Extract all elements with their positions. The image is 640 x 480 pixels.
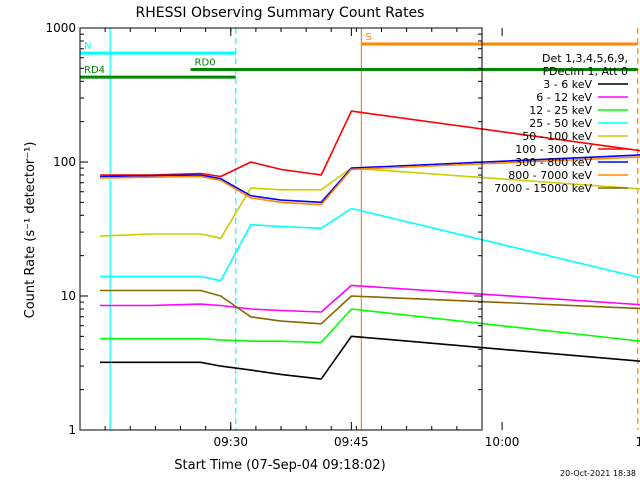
series-line-0 [100, 335, 640, 380]
legend-label-8: 7000 - 15000 keV [494, 182, 592, 195]
flag-label-s: S [365, 32, 371, 43]
flag-bars: NSFRD0RD4 [80, 32, 638, 79]
x-axis-label: Start Time (07-Sep-04 09:18:02) [174, 458, 385, 473]
series-line-1 [100, 284, 640, 313]
legend-label-6: 300 - 800 keV [515, 156, 592, 169]
legend: Det 1,3,4,5,6,9,FDecim 1, Att 03 - 6 keV… [494, 52, 628, 195]
series-line-2 [100, 308, 640, 344]
legend-label-5: 100 - 300 keV [515, 143, 592, 156]
legend-header-0: Det 1,3,4,5,6,9, [542, 52, 628, 65]
series-line-6 [100, 154, 640, 204]
legend-label-7: 800 - 7000 keV [508, 169, 592, 182]
generated-date: 20-Oct-2021 18:38 [560, 469, 636, 478]
y-axis-label: Count Rate (s⁻¹ detector⁻¹) [23, 142, 38, 319]
y-tick-label-3: 1000 [45, 21, 76, 35]
series-line-8 [100, 289, 640, 325]
flag-label-rd0: RD0 [195, 58, 216, 69]
legend-label-3: 25 - 50 keV [529, 117, 592, 130]
series-line-4 [100, 167, 640, 239]
legend-label-2: 12 - 25 keV [529, 104, 592, 117]
series-line-3 [100, 207, 640, 282]
chart-title: RHESSI Observing Summary Count Rates [136, 5, 425, 21]
flag-label-rd4: RD4 [84, 65, 105, 76]
legend-label-4: 50 - 100 keV [522, 130, 592, 143]
x-tick-label-3: 10:15 [636, 435, 640, 449]
flag-label-n: N [84, 41, 91, 52]
y-tick-label-2: 100 [53, 155, 76, 169]
legend-label-0: 3 - 6 keV [543, 78, 592, 91]
x-tick-label-1: 09:45 [334, 435, 369, 449]
x-tick-label-0: 09:30 [213, 435, 248, 449]
x-tick-label-2: 10:00 [485, 435, 520, 449]
y-tick-label-0: 1 [68, 423, 76, 437]
series-lines [100, 110, 640, 380]
plot-frame [79, 27, 483, 431]
legend-label-1: 6 - 12 keV [536, 91, 592, 104]
series-line-5 [100, 110, 640, 178]
y-tick-label-1: 10 [61, 289, 76, 303]
series-line-7 [100, 156, 640, 206]
legend-header-1: FDecim 1, Att 0 [543, 65, 628, 78]
